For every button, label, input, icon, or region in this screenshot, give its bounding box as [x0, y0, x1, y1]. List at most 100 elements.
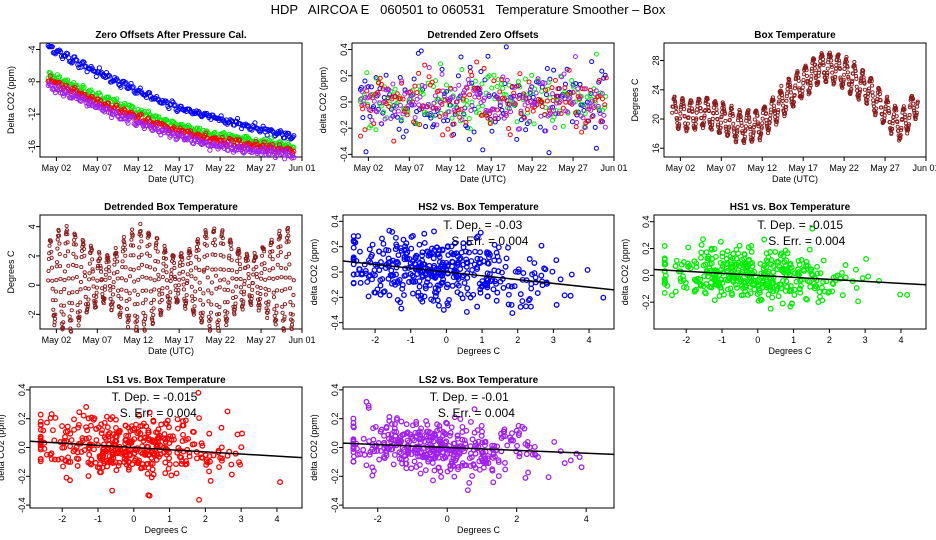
ls1-vs-box-point — [121, 449, 127, 456]
detrended-zero-point — [466, 116, 472, 122]
detrended-box-xtick-label: May 27 — [246, 335, 276, 345]
detrended-box-point — [262, 249, 267, 254]
detrended-zero-point — [410, 92, 416, 98]
detrended-zero-point — [431, 122, 437, 128]
detrended-box-point — [283, 275, 288, 280]
box-temp-series-Box — [670, 50, 920, 146]
hs2-vs-box-annotation: T. Dep. = -0.03 — [443, 218, 522, 232]
detrended-box-point — [277, 228, 282, 233]
detrended-zero-point — [414, 90, 420, 96]
detrended-box-point — [132, 288, 137, 293]
hs2-vs-box-point — [362, 267, 369, 274]
ls2-vs-box-point — [354, 445, 360, 452]
detrended-box-point — [180, 269, 185, 274]
box-temp-point — [730, 113, 735, 118]
box-temp-ytick-label: 24 — [651, 85, 661, 95]
detrended-zero-point — [378, 81, 384, 87]
ls1-vs-box-point — [99, 427, 106, 434]
hs1-vs-box-point — [661, 259, 668, 266]
detrended-box-point — [141, 310, 146, 316]
detrended-box-point — [111, 285, 116, 290]
ls2-vs-box-point — [470, 461, 477, 468]
box-temp-point — [858, 87, 863, 92]
zero-offsets-point — [233, 147, 240, 153]
hs1-vs-box-title: HS1 vs. Box Temperature — [730, 202, 851, 213]
detrended-zero-point — [383, 101, 389, 107]
ls2-vs-box-point — [424, 421, 431, 428]
hs1-vs-box-point — [777, 251, 784, 258]
ls1-vs-box-point — [203, 458, 210, 465]
zero-offsets-point — [138, 111, 144, 117]
hs1-vs-box-point — [769, 294, 776, 301]
box-temp-point — [788, 84, 793, 90]
detrended-box-point — [283, 287, 288, 292]
detrended-box-point — [257, 303, 262, 308]
hs2-vs-box-point — [520, 270, 527, 277]
detrended-box-point — [169, 267, 174, 272]
detrended-zero-point — [417, 106, 423, 112]
detrended-box-point — [155, 249, 160, 254]
hs2-vs-box-point — [376, 248, 382, 255]
box-temp-point — [767, 126, 772, 131]
ls2-vs-box-point — [481, 442, 488, 449]
hs2-vs-box-point — [380, 240, 387, 247]
ls1-vs-box-title: LS1 vs. Box Temperature — [106, 375, 226, 386]
detrended-box-point — [168, 290, 173, 295]
detrended-box-point — [82, 270, 87, 275]
detrended-box-point — [111, 280, 116, 285]
hs2-vs-box-point — [400, 236, 407, 243]
detrended-box-point — [140, 274, 145, 279]
detrended-box-point — [61, 312, 66, 317]
box-temp-point — [730, 111, 735, 116]
ls2-vs-box-point — [471, 406, 478, 413]
hs2-vs-box-point — [502, 263, 509, 270]
ls1-vs-box-point — [60, 463, 67, 470]
ls2-vs-box-point — [385, 431, 392, 438]
detrended-box-point — [136, 255, 141, 260]
hs2-vs-box-point — [444, 263, 451, 270]
detrended-zero-point — [552, 77, 558, 83]
hs2-vs-box-point — [366, 246, 373, 253]
zero-offsets-point — [118, 84, 124, 90]
ls2-vs-box-point — [434, 427, 441, 434]
detrended-zero-point — [485, 115, 491, 121]
box-temp-point — [845, 70, 850, 75]
detrended-zero-point — [527, 118, 533, 124]
hs2-vs-box-point — [469, 267, 476, 273]
zero-offsets-point — [262, 148, 268, 155]
hs2-vs-box-point — [497, 278, 504, 285]
detrended-box-point — [164, 264, 169, 269]
box-temp-point — [693, 122, 698, 127]
hs1-vs-box-point — [672, 263, 679, 270]
detrended-box-point — [134, 328, 139, 333]
ls1-vs-box-point — [137, 435, 144, 442]
detrended-zero-point — [492, 113, 498, 119]
hs2-vs-box-point — [473, 234, 480, 241]
detrended-box-point — [195, 237, 201, 242]
box-temp-point — [907, 105, 913, 110]
hs2-vs-box-point — [412, 278, 419, 285]
detrended-box-point — [224, 319, 229, 324]
box-temp-point — [714, 110, 719, 116]
detrended-box-point — [229, 258, 234, 263]
ls1-vs-box-point — [171, 436, 177, 443]
box-temp-point — [729, 107, 734, 112]
detrended-zero-point — [507, 132, 513, 138]
hs1-vs-box-point — [741, 251, 748, 258]
ls1-vs-box-point — [125, 466, 132, 473]
detrended-box-point — [53, 298, 58, 303]
detrended-zero-point — [364, 84, 370, 90]
detrended-zero-point — [449, 115, 455, 121]
hs1-vs-box-point — [680, 273, 686, 280]
ls2-vs-box-point — [478, 422, 485, 429]
ls2-vs-box-point — [434, 421, 441, 428]
ls2-vs-box-point — [437, 438, 444, 445]
detrended-zero-point — [514, 93, 520, 99]
hs2-vs-box-point — [350, 244, 357, 251]
detrended-zero-point — [588, 87, 594, 93]
detrended-box-point — [171, 253, 176, 259]
zero-offsets-point — [81, 84, 87, 90]
detrended-box-point — [233, 294, 238, 299]
detrended-box-point — [111, 271, 117, 276]
hs2-vs-box-point — [380, 250, 387, 257]
